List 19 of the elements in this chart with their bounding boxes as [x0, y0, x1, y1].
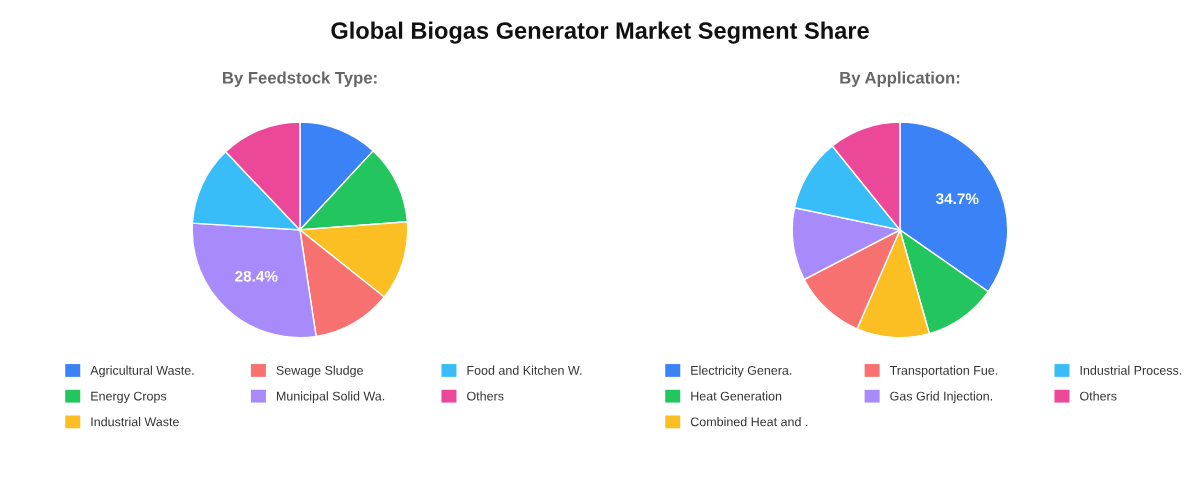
data-label: 34.7%: [935, 193, 979, 205]
legend-label: Transportation Fue.: [889, 365, 998, 378]
legend-label: Gas Grid Injection.: [890, 391, 992, 403]
legend-label: Electricity Genera.: [691, 365, 792, 378]
legend-label: Food and Kitchen W.: [467, 365, 582, 375]
chart-subtitle: By Application:: [840, 71, 960, 87]
legend-label: Agricultural Waste.: [90, 365, 194, 378]
chart-title: Global Biogas Generator Market Segment Share: [331, 21, 869, 44]
legend-label: Combined Heat and .: [690, 417, 808, 427]
legend-label: Industrial Waste: [91, 417, 179, 427]
legend-label: Municipal Solid Wa.: [276, 391, 385, 403]
legend-label: Energy Crops: [91, 391, 167, 403]
legend-label: Sewage Sludge: [276, 365, 363, 378]
legend-label: Heat Generation: [691, 391, 782, 401]
legend-label: Others: [1080, 391, 1117, 401]
chart-subtitle: By Feedstock Type:: [223, 71, 377, 87]
legend-label: Industrial Process.: [1080, 365, 1182, 375]
legend-label: Others: [467, 391, 504, 401]
data-label: 28.4%: [235, 270, 278, 282]
